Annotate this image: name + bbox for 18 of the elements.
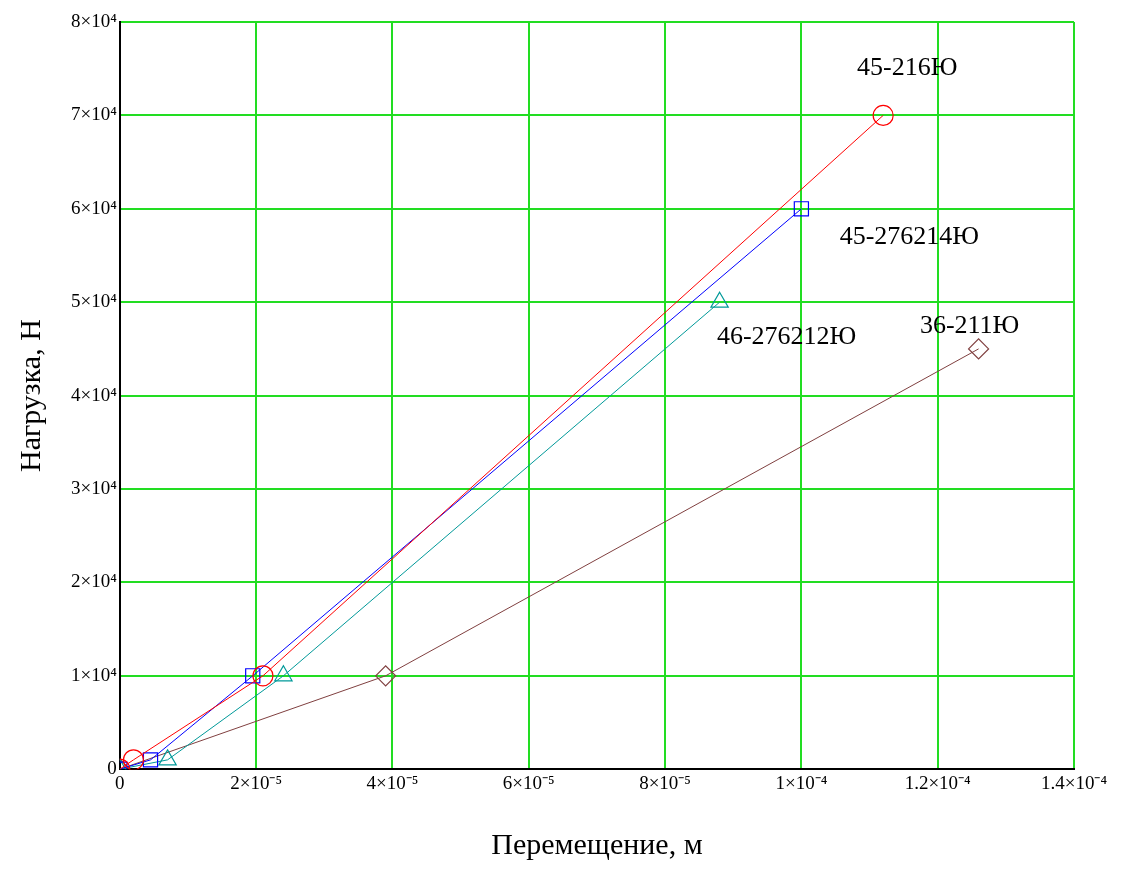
y-tick-label: 2×10⁴ xyxy=(71,570,118,592)
x-tick-label: 1.2×10⁻⁴ xyxy=(904,771,972,793)
y-tick-label: 8×10⁴ xyxy=(71,9,118,31)
x-tick-label: 6×10⁻⁵ xyxy=(502,771,555,793)
x-tick-label: 2×10⁻⁵ xyxy=(230,771,283,793)
y-tick-label: 3×10⁴ xyxy=(71,476,118,498)
x-axis-title: Перемещение, м xyxy=(491,826,703,860)
x-tick-label: 4×10⁻⁵ xyxy=(366,771,419,793)
y-tick-label: 4×10⁴ xyxy=(71,383,118,405)
y-tick-label: 5×10⁴ xyxy=(71,290,118,312)
y-tick-label: 7×10⁴ xyxy=(71,103,118,125)
x-tick-label: 8×10⁻⁵ xyxy=(639,771,691,793)
x-tick-label: 1×10⁻⁴ xyxy=(775,771,828,793)
y-axis-title: Нагрузка, Н xyxy=(12,319,46,473)
x-tick-label: 1.4×10⁻⁴ xyxy=(1040,771,1108,793)
y-tick-label: 6×10⁴ xyxy=(71,196,118,218)
y-tick-label: 0 xyxy=(107,757,117,779)
y-tick-label: 1×10⁴ xyxy=(71,663,118,685)
